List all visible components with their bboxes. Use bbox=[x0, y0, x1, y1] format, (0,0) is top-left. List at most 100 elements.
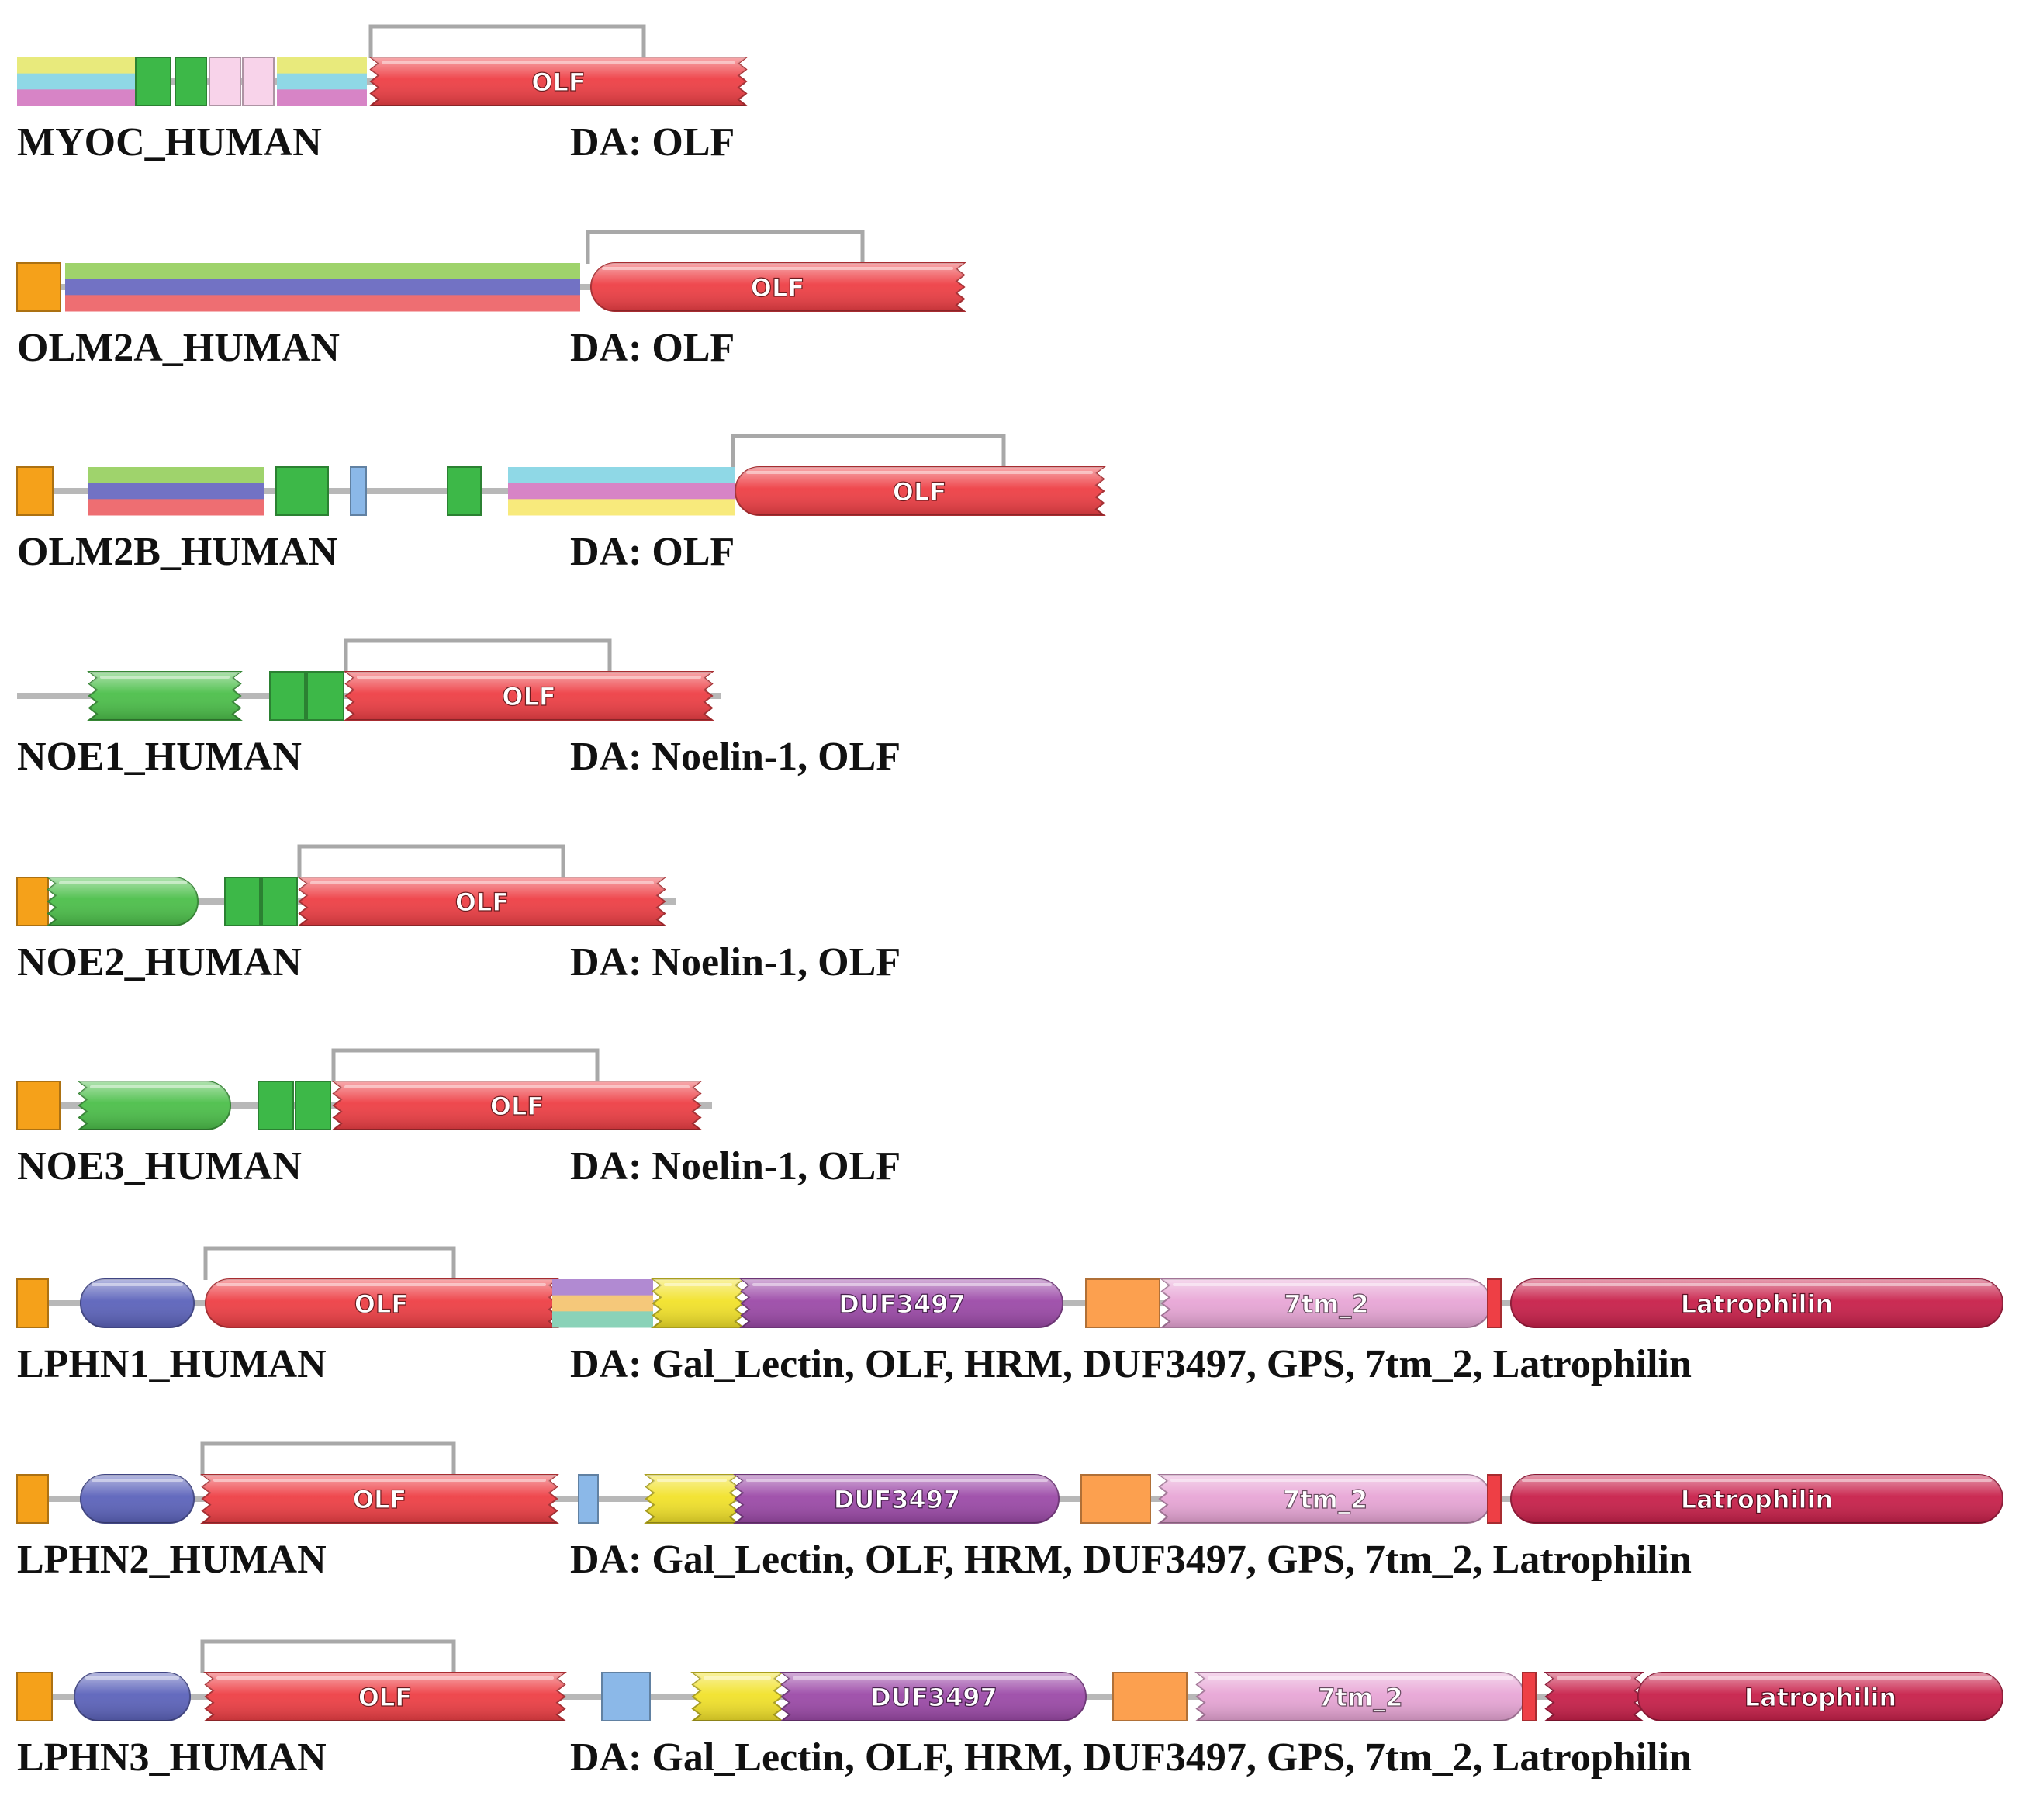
domain-segment[interactable] bbox=[447, 466, 482, 516]
domain-segment[interactable] bbox=[16, 262, 61, 312]
domain-segment[interactable] bbox=[261, 877, 298, 926]
domain-segment[interactable] bbox=[350, 466, 367, 516]
domain-label: Latrophilin bbox=[1744, 1683, 1896, 1712]
domain-label: OLF bbox=[531, 67, 585, 97]
domain-segment[interactable] bbox=[16, 1081, 61, 1130]
domain-segment[interactable] bbox=[87, 671, 243, 721]
domain-label: OLF bbox=[751, 273, 804, 303]
domain-stripe bbox=[88, 483, 264, 500]
domain-segment[interactable] bbox=[16, 1474, 49, 1524]
domain-highlight bbox=[1170, 1479, 1480, 1482]
domain-olf[interactable]: OLF bbox=[331, 1081, 703, 1130]
domain-olf[interactable]: OLF bbox=[297, 877, 667, 926]
domain-segment[interactable] bbox=[690, 1672, 784, 1721]
domain-gloss bbox=[79, 1081, 230, 1130]
domain-olf[interactable]: OLF bbox=[344, 671, 714, 721]
domain-segment[interactable] bbox=[651, 1278, 745, 1328]
domain-segment[interactable] bbox=[80, 1278, 195, 1328]
domain-segment[interactable] bbox=[16, 466, 54, 516]
domain-segment[interactable] bbox=[269, 671, 306, 721]
domain-label: 7tm_2 bbox=[1284, 1289, 1368, 1319]
domain-segment[interactable] bbox=[1522, 1672, 1537, 1721]
domain-7tm_2[interactable]: 7tm_2 bbox=[1157, 1474, 1492, 1524]
domain-segment[interactable] bbox=[275, 466, 329, 516]
domain-olf[interactable]: OLF bbox=[368, 57, 748, 106]
domain-gloss bbox=[206, 1279, 557, 1327]
domain-segment[interactable] bbox=[508, 467, 735, 516]
domain-olf[interactable]: OLF bbox=[590, 262, 966, 312]
domain-duf3497[interactable]: DUF3497 bbox=[739, 1278, 1063, 1328]
domain-segment[interactable] bbox=[88, 467, 264, 516]
domain-segment[interactable] bbox=[306, 671, 344, 721]
domain-segment[interactable] bbox=[552, 1279, 653, 1328]
domain-segment[interactable] bbox=[80, 1474, 195, 1524]
domain-segment[interactable] bbox=[1544, 1672, 1644, 1721]
domain-segment[interactable] bbox=[46, 877, 199, 926]
domain-label: 7tm_2 bbox=[1318, 1683, 1402, 1712]
domain-latrophilin[interactable]: Latrophilin bbox=[1510, 1278, 2003, 1328]
domain-latrophilin[interactable]: Latrophilin bbox=[1637, 1672, 2003, 1721]
domain-segment[interactable] bbox=[295, 1081, 331, 1130]
domain-segment[interactable] bbox=[258, 1081, 294, 1130]
olf-bracket bbox=[200, 1441, 456, 1476]
domain-segment[interactable] bbox=[65, 263, 580, 312]
domain-label: OLF bbox=[455, 888, 509, 917]
domain-olf[interactable]: OLF bbox=[203, 1672, 567, 1721]
domain-segment[interactable] bbox=[16, 1278, 49, 1328]
domain-gloss bbox=[346, 672, 712, 720]
domain-segment[interactable] bbox=[175, 57, 207, 106]
domain-segment[interactable] bbox=[74, 1672, 191, 1721]
domain-shape bbox=[447, 466, 482, 516]
domain-gloss bbox=[299, 877, 665, 926]
domain-segment[interactable] bbox=[16, 1672, 53, 1721]
domain-stripe bbox=[17, 73, 136, 90]
domain-stripe bbox=[508, 483, 735, 500]
domain-shape bbox=[306, 671, 344, 721]
domain-highlight bbox=[1173, 1283, 1480, 1286]
domain-stripe bbox=[552, 1311, 653, 1328]
olf-bracket bbox=[203, 1246, 456, 1280]
domain-7tm_2[interactable]: 7tm_2 bbox=[1160, 1278, 1492, 1328]
domain-stripe bbox=[508, 467, 735, 484]
domain-olf[interactable]: OLF bbox=[735, 466, 1106, 516]
domain-shape bbox=[1085, 1278, 1160, 1328]
domain-duf3497[interactable]: DUF3497 bbox=[733, 1474, 1060, 1524]
domain-highlight bbox=[213, 1479, 546, 1482]
domain-shape bbox=[16, 1278, 49, 1328]
domain-olf[interactable]: OLF bbox=[200, 1474, 559, 1524]
domain-segment[interactable] bbox=[1112, 1672, 1188, 1721]
domain-gloss bbox=[371, 57, 746, 106]
domain-segment[interactable] bbox=[17, 57, 136, 106]
domain-segment[interactable] bbox=[601, 1672, 651, 1721]
domain-segment[interactable] bbox=[644, 1474, 740, 1524]
domain-segment[interactable] bbox=[578, 1474, 599, 1524]
protein-row: OLF MYOC_HUMAN DA: OLF bbox=[17, 24, 748, 164]
domain-segment[interactable] bbox=[135, 57, 171, 106]
domain-duf3497[interactable]: DUF3497 bbox=[780, 1672, 1087, 1721]
domain-gloss bbox=[334, 1081, 700, 1130]
domain-label: DUF3497 bbox=[838, 1289, 965, 1319]
domain-segment[interactable] bbox=[1487, 1278, 1502, 1328]
domain-olf[interactable]: OLF bbox=[205, 1278, 559, 1328]
domain-stripe bbox=[65, 279, 580, 296]
domain-stripe bbox=[277, 89, 367, 106]
domain-segment[interactable] bbox=[1487, 1474, 1502, 1524]
domain-segment[interactable] bbox=[1080, 1474, 1151, 1524]
domain-label: DUF3497 bbox=[870, 1683, 997, 1712]
domain-gloss bbox=[1160, 1475, 1491, 1523]
domain-highlight bbox=[1208, 1676, 1513, 1680]
domain-latrophilin[interactable]: Latrophilin bbox=[1510, 1474, 2003, 1524]
domain-segment[interactable] bbox=[224, 877, 261, 926]
domain-segment[interactable] bbox=[242, 57, 275, 106]
domain-segment[interactable] bbox=[209, 57, 241, 106]
domain-segment[interactable] bbox=[1085, 1278, 1160, 1328]
domain-highlight bbox=[216, 1676, 554, 1680]
domain-label: OLF bbox=[490, 1092, 544, 1121]
domain-shape bbox=[350, 466, 367, 516]
domain-highlight bbox=[752, 1283, 1052, 1286]
domain-7tm_2[interactable]: 7tm_2 bbox=[1194, 1672, 1525, 1721]
domain-segment[interactable] bbox=[16, 877, 49, 926]
domain-label: DUF3497 bbox=[834, 1485, 960, 1514]
domain-segment[interactable] bbox=[277, 57, 367, 106]
domain-segment[interactable] bbox=[77, 1081, 231, 1130]
